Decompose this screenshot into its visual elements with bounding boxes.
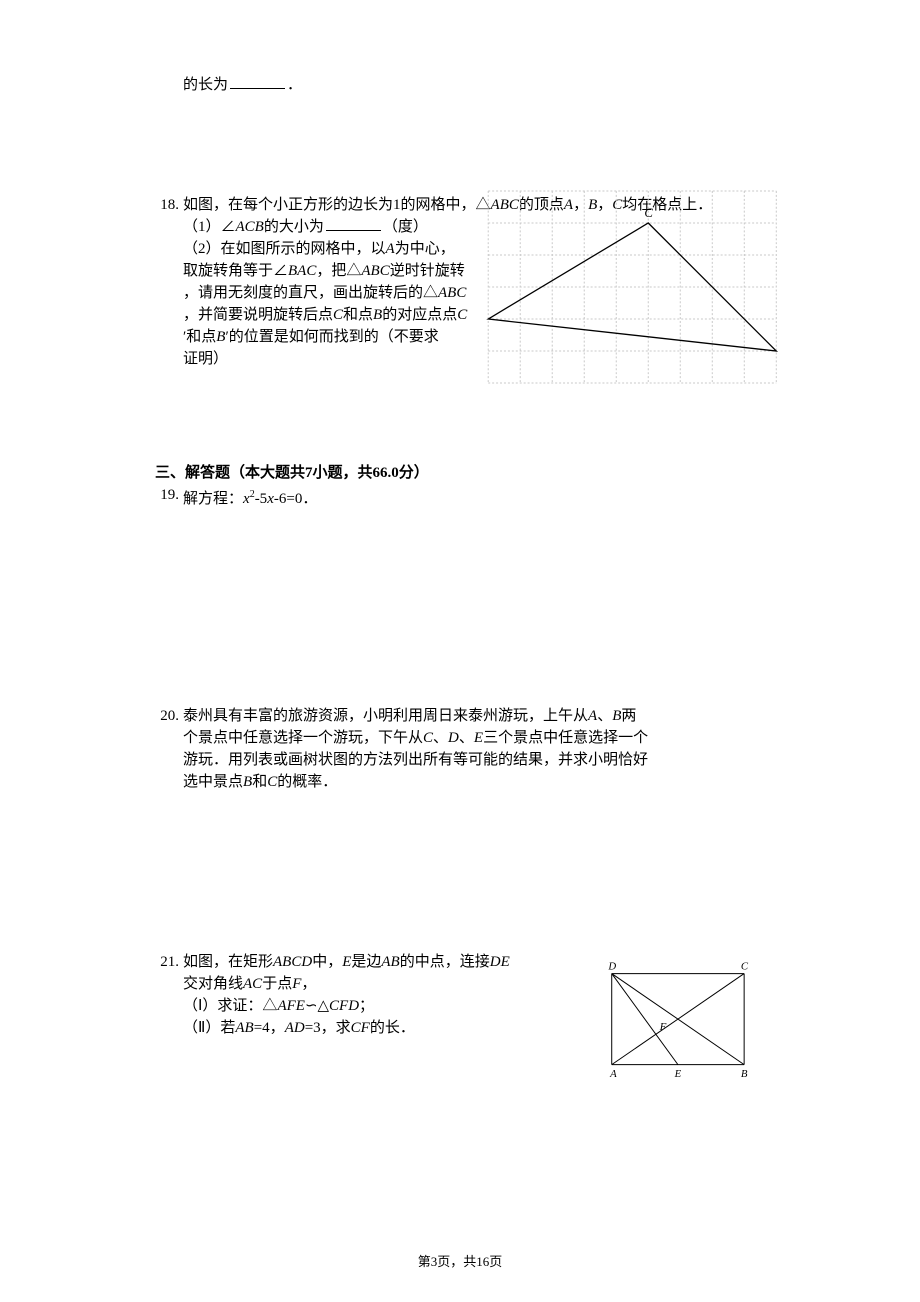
svg-text:A: A xyxy=(609,1068,617,1080)
q18-p2j: ′和点 xyxy=(183,329,216,345)
q21-p1b: ∽△ xyxy=(305,998,329,1014)
q20-D: D xyxy=(448,730,459,746)
q18-C3: C xyxy=(457,307,467,323)
q21-AD: AD xyxy=(285,1020,305,1036)
q21-E: E xyxy=(342,954,351,970)
q18-p2g: ，并简要说明旋转后点 xyxy=(183,307,333,323)
q17-text-a: 的长为 xyxy=(183,77,228,93)
q18-p2i: 的对应点点 xyxy=(382,307,457,323)
q18-p2d: ，把△ xyxy=(316,263,361,279)
q17-blank xyxy=(230,74,285,89)
q18-p2f: ，请用无刻度的直尺，画出旋转后的△ xyxy=(183,285,438,301)
q19-num: 19. xyxy=(155,484,183,506)
q21-l1b: 中， xyxy=(312,954,342,970)
q21-figure: A B C D E F xyxy=(600,962,760,1082)
q20-l2c: 、 xyxy=(459,730,474,746)
section3-header: 三、解答题（本大题共7小题，共66.0分） xyxy=(155,462,765,484)
q21-AC: AC xyxy=(243,976,262,992)
q18-figure: ABC xyxy=(485,190,780,385)
q21-num: 21. xyxy=(155,951,183,973)
q19: 19. 解方程：x2-5x-6=0． xyxy=(155,484,765,510)
q21-l1a: 如图，在矩形 xyxy=(183,954,273,970)
q20-l3: 游玩．用列表或画树状图的方法列出所有等可能的结果，并求小明恰好 xyxy=(183,752,648,768)
q18-p2e: 逆时针旋转 xyxy=(390,263,465,279)
q19-rest: -6=0． xyxy=(274,491,317,507)
q19-ta: 解方程： xyxy=(183,491,243,507)
q20-C: C xyxy=(423,730,433,746)
q21-l1d: 的中点，连接 xyxy=(400,954,490,970)
q18-blank xyxy=(326,216,381,231)
q20-B: B xyxy=(612,708,621,724)
q20-l1b: 、 xyxy=(597,708,612,724)
q21-p2c: =3，求 xyxy=(305,1020,351,1036)
q20-l2b: 、 xyxy=(433,730,448,746)
q20-C2: C xyxy=(267,774,277,790)
svg-text:E: E xyxy=(674,1068,682,1080)
q20-A: A xyxy=(588,708,597,724)
q18-p2l: 证明） xyxy=(183,351,228,367)
q17-text-b: ． xyxy=(287,77,302,93)
q21-l2c: ， xyxy=(301,976,316,992)
svg-text:B: B xyxy=(741,1068,748,1080)
q21-l2a: 交对角线 xyxy=(183,976,243,992)
q21-p2a: （Ⅱ）若 xyxy=(183,1020,235,1036)
svg-text:D: D xyxy=(607,962,616,972)
q21-p2b: =4， xyxy=(254,1020,285,1036)
q20-l4b: 和 xyxy=(252,774,267,790)
q18-bac: BAC xyxy=(288,263,316,279)
q20-num: 20. xyxy=(155,705,183,727)
q19-x2: x xyxy=(267,491,274,507)
q18-p2k: ′的位置是如何而找到的（不要求 xyxy=(225,329,438,345)
q18-p1a: （1）∠ xyxy=(183,219,236,235)
svg-text:C: C xyxy=(741,962,749,972)
q18-acb: ACB xyxy=(236,219,264,235)
q18-abc3: ABC xyxy=(438,285,466,301)
q18-C2: C xyxy=(333,307,343,323)
q18-B2: B xyxy=(373,307,382,323)
q17-fragment: 的长为 ． xyxy=(155,74,765,96)
q19-m5: -5 xyxy=(255,491,268,507)
svg-text:F: F xyxy=(659,1021,667,1033)
q20-E: E xyxy=(474,730,483,746)
q21-l1c: 是边 xyxy=(351,954,381,970)
q21-p2d: 的长． xyxy=(370,1020,415,1036)
q18-num: 18. xyxy=(155,194,183,216)
q21-l2b: 于点 xyxy=(262,976,292,992)
q21-F: F xyxy=(292,976,301,992)
q20: 20. 泰州具有丰富的旅游资源，小明利用周日来泰州游玩，上午从A、B两 个景点中… xyxy=(155,705,765,793)
q21-afe: AFE xyxy=(277,998,305,1014)
svg-text:C: C xyxy=(644,206,653,220)
q18-p2c: 取旋转角等于∠ xyxy=(183,263,288,279)
q18-p2b: 为中心， xyxy=(395,241,455,257)
q21-p1a: （Ⅰ）求证：△ xyxy=(183,998,277,1014)
q18-p1b: 的大小为 xyxy=(264,219,324,235)
q20-l1c: 两 xyxy=(621,708,636,724)
q21-CF: CF xyxy=(351,1020,370,1036)
q20-l2a: 个景点中任意选择一个游玩，下午从 xyxy=(183,730,423,746)
q20-l4a: 选中景点 xyxy=(183,774,243,790)
q18-p2h: 和点 xyxy=(343,307,373,323)
q21-abcd: ABCD xyxy=(273,954,312,970)
q18-p2a: （2）在如图所示的网格中，以 xyxy=(183,241,386,257)
q18-abc2: ABC xyxy=(361,263,389,279)
q21-cfd: CFD xyxy=(329,998,359,1014)
q21-p1c: ； xyxy=(359,998,374,1014)
q19-x1: x xyxy=(243,491,250,507)
page-footer: 第3页，共16页 xyxy=(0,1251,920,1270)
section3-header-row: 三、解答题（本大题共7小题，共66.0分） xyxy=(155,462,765,484)
q20-l2d: 三个景点中任意选择一个 xyxy=(483,730,648,746)
q20-l1: 泰州具有丰富的旅游资源，小明利用周日来泰州游玩，上午从 xyxy=(183,708,588,724)
q20-l4c: 的概率． xyxy=(277,774,337,790)
q21-AB: AB xyxy=(381,954,399,970)
q18-l1a: 如图，在每个小正方形的边长为1的网格中 xyxy=(183,197,461,213)
q20-B2: B xyxy=(243,774,252,790)
q18-p1c: （度） xyxy=(383,219,428,235)
q21-AB2: AB xyxy=(235,1020,253,1036)
q18-A2: A xyxy=(386,241,395,257)
q21-DE: DE xyxy=(490,954,510,970)
